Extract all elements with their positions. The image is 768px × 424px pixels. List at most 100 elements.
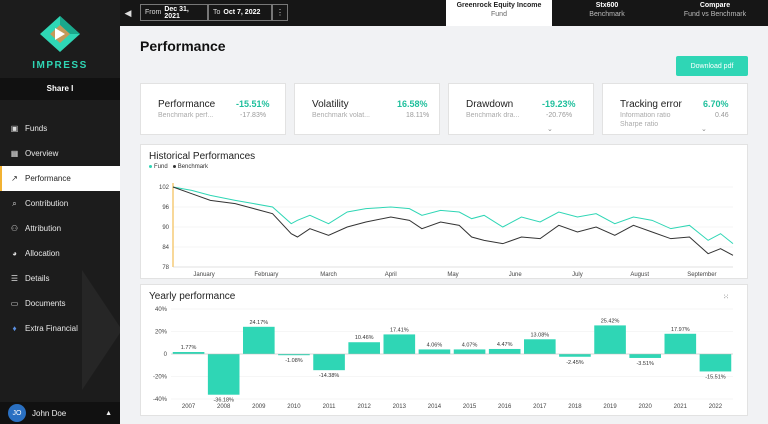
yearly-bar-chart[interactable]: -40% -20% 0 20% 40% 1.77% 2007 -36.18%2008 24.17… xyxy=(141,285,747,415)
x-tick-label: 2018 xyxy=(568,404,582,410)
kpi-label: Performance xyxy=(158,99,216,110)
tree-icon: ⚇ xyxy=(10,224,19,233)
sidebar-nav: ▣ Funds ▦ Overview ↗ Performance ⌕ Contribut… xyxy=(0,116,120,341)
sidebar-item-label: Allocation xyxy=(25,249,60,258)
tab-compare[interactable]: Compare Fund vs Benchmark xyxy=(662,0,768,26)
x-tick-label: 2022 xyxy=(709,404,723,410)
kpi-sub-value: -17.83% xyxy=(240,112,267,119)
bar xyxy=(278,354,310,356)
series-line-fund xyxy=(172,186,734,245)
sidebar-item-allocation[interactable]: ◕ Allocation xyxy=(0,241,120,266)
sidebar-item-label: Extra Financial xyxy=(25,324,78,333)
y-tick-label: 96 xyxy=(162,205,169,211)
kpi-value: 16.58% xyxy=(397,99,428,109)
sidebar-item-overview[interactable]: ▦ Overview xyxy=(0,141,120,166)
x-tick-label: March xyxy=(320,272,337,278)
sidebar-item-contribution[interactable]: ⌕ Contribution xyxy=(0,191,120,216)
to-date-picker[interactable]: To Oct 7, 2022 xyxy=(208,4,272,21)
kpi-sub-label-2: Sharpe ratio xyxy=(620,121,659,128)
y-tick-label: 84 xyxy=(162,245,169,251)
kpi-sub-label: Information ratio xyxy=(620,112,671,119)
data-label: 24.17% xyxy=(249,320,268,326)
bar xyxy=(559,354,591,357)
sidebar-item-attribution[interactable]: ⚇ Attribution xyxy=(0,216,120,241)
x-tick-label: 2016 xyxy=(498,404,512,410)
collapse-sidebar-button[interactable]: ◀ xyxy=(120,0,136,26)
x-tick-label: April xyxy=(385,272,397,278)
user-menu[interactable]: JO John Doe ▲ xyxy=(0,402,120,424)
x-tick-label: 2008 xyxy=(217,404,231,410)
bar xyxy=(418,349,451,354)
x-tick-label: January xyxy=(193,272,214,278)
data-label: 4.47% xyxy=(497,342,513,348)
list-icon: ☰ xyxy=(10,274,19,283)
data-label: 4.07% xyxy=(462,342,478,348)
from-date-picker[interactable]: From Dec 31, 2021 xyxy=(140,4,208,21)
kpi-card-tracking-error[interactable]: Tracking error 6.70% Information ratio 0… xyxy=(602,83,748,135)
data-label: 25.42% xyxy=(601,318,620,324)
trend-icon: ↗ xyxy=(11,174,18,183)
x-tick-label: 2010 xyxy=(287,404,301,410)
kpi-sub-value: 0.46 xyxy=(715,112,729,119)
sidebar-item-label: Overview xyxy=(25,149,59,158)
y-tick-label: 102 xyxy=(159,185,170,191)
x-tick-label: 2012 xyxy=(358,404,372,410)
panel-title: Yearly performance xyxy=(149,291,236,302)
kpi-card-drawdown[interactable]: Drawdown -19.23% Benchmark dra... -20.76… xyxy=(448,83,594,135)
date-options-button[interactable]: ⋮ xyxy=(272,4,288,21)
tab-title: Greenrock Equity Income xyxy=(456,2,542,9)
x-tick-label: August xyxy=(630,272,649,278)
x-tick-label: June xyxy=(509,272,523,278)
data-label: 17.97% xyxy=(671,327,690,333)
x-tick-label: May xyxy=(447,272,458,278)
impress-logo-icon xyxy=(38,14,82,54)
y-tick-label: 40% xyxy=(155,307,168,313)
historical-line-chart[interactable]: 78 84 90 96 102 January February March April May J… xyxy=(141,145,747,278)
y-tick-label: 78 xyxy=(162,265,169,271)
sidebar-item-documents[interactable]: ▭ Documents xyxy=(0,291,120,316)
from-date: Dec 31, 2021 xyxy=(164,5,189,20)
download-pdf-button[interactable]: Download pdf xyxy=(676,56,748,76)
bar xyxy=(488,348,521,354)
user-name: John Doe xyxy=(32,408,67,418)
legend-item-fund[interactable]: Fund xyxy=(149,164,168,170)
tab-fund[interactable]: Greenrock Equity Income Fund xyxy=(446,0,552,26)
kpi-value: 6.70% xyxy=(703,99,729,109)
bar xyxy=(524,339,556,354)
kpi-label: Volatility xyxy=(312,99,349,110)
sidebar: IMPRESS Share I ▣ Funds ▦ Overview ↗ Perfor… xyxy=(0,0,120,424)
kpi-sub-value: 18.11% xyxy=(406,112,430,119)
kpi-card-volatility: Volatility 16.58% Benchmark volat... 18.… xyxy=(294,83,440,135)
kpi-sub-label: Benchmark perf... xyxy=(158,112,214,119)
bar xyxy=(348,342,380,354)
data-label: -1.08% xyxy=(285,358,303,364)
bar xyxy=(313,354,345,371)
grid-icon[interactable]: ⁙ xyxy=(723,294,729,301)
share-class-selector[interactable]: Share I xyxy=(0,78,120,100)
chevron-up-icon: ▲ xyxy=(105,409,112,417)
kpi-sub-label: Benchmark volat... xyxy=(312,112,370,119)
bar xyxy=(383,334,416,354)
x-tick-label: 2007 xyxy=(182,404,196,410)
x-tick-label: July xyxy=(572,272,583,278)
bar xyxy=(664,333,697,354)
sidebar-item-performance[interactable]: ↗ Performance xyxy=(0,166,120,191)
y-tick-label: 90 xyxy=(162,225,169,231)
data-label: 1.77% xyxy=(181,345,197,351)
data-label: -2.45% xyxy=(566,360,584,366)
tab-benchmark[interactable]: Stx600 Benchmark xyxy=(552,0,662,26)
sidebar-item-extra-financial[interactable]: ♦ Extra Financial xyxy=(0,316,120,341)
bar xyxy=(629,354,661,358)
sidebar-item-label: Funds xyxy=(25,124,48,133)
x-tick-label: September xyxy=(687,272,716,278)
data-label: -36.18% xyxy=(213,398,234,404)
x-tick-label: February xyxy=(254,272,278,278)
sidebar-item-funds[interactable]: ▣ Funds xyxy=(0,116,120,141)
x-tick-label: 2017 xyxy=(533,404,547,410)
panel-title: Historical Performances xyxy=(149,151,256,162)
legend-item-benchmark[interactable]: Benchmark xyxy=(172,164,208,170)
brand-logo[interactable]: IMPRESS xyxy=(0,14,120,71)
sidebar-item-details[interactable]: ☰ Details xyxy=(0,266,120,291)
chevron-left-icon: ◀ xyxy=(124,7,132,18)
top-bar: ◀ From Dec 31, 2021 To Oct 7, 2022 ⋮ Green… xyxy=(120,0,768,26)
